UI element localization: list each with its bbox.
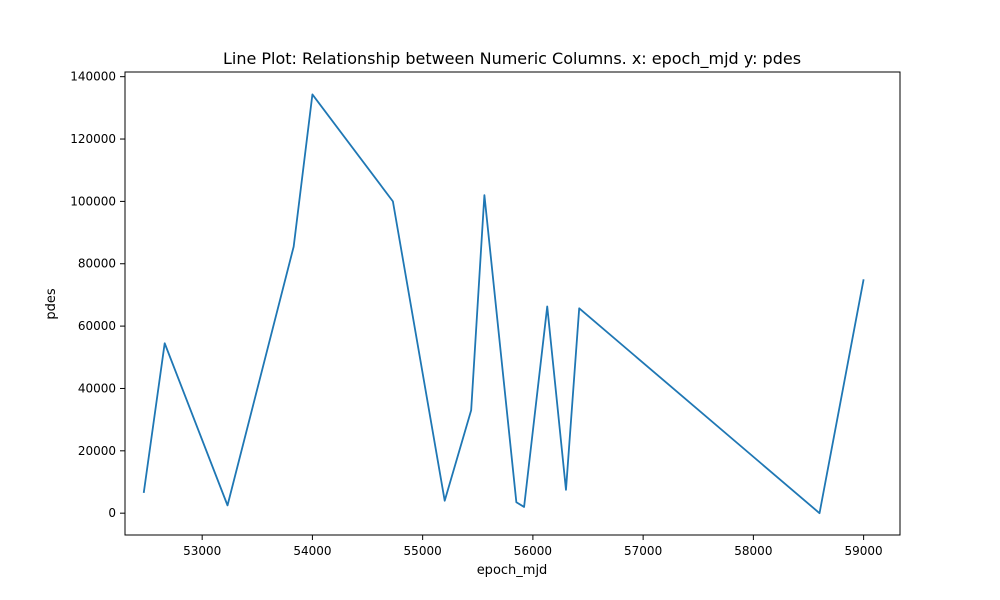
plot-area: 53000 54000 55000 56000 57000 58000 59000 0 200… <box>70 70 901 558</box>
chart-title: Line Plot: Relationship between Numeric … <box>223 49 801 69</box>
axes-frame <box>124 71 901 536</box>
y-axis: 0 20000 40000 60000 80000 100000 120000 140000 <box>70 70 125 520</box>
series-line <box>142 93 865 515</box>
y-tick-label: 0 <box>108 506 116 520</box>
y-tick-label: 20000 <box>78 444 116 458</box>
x-axis-label: epoch_mjd <box>477 563 548 578</box>
x-tick-label: 54000 <box>293 544 331 558</box>
y-tick-label: 140000 <box>70 70 116 84</box>
y-tick-label: 40000 <box>78 381 116 395</box>
y-tick-label: 60000 <box>78 319 116 333</box>
x-axis: 53000 54000 55000 56000 57000 58000 59000 <box>183 535 883 558</box>
x-tick-label: 55000 <box>404 544 442 558</box>
x-tick-label: 58000 <box>734 544 772 558</box>
x-tick-label: 59000 <box>845 544 883 558</box>
x-tick-label: 53000 <box>183 544 221 558</box>
y-tick-label: 120000 <box>70 132 116 146</box>
x-tick-label: 57000 <box>624 544 662 558</box>
x-tick-label: 56000 <box>514 544 552 558</box>
y-axis-label: pdes <box>44 288 59 320</box>
y-tick-label: 100000 <box>70 194 116 208</box>
y-tick-label: 80000 <box>78 257 116 271</box>
